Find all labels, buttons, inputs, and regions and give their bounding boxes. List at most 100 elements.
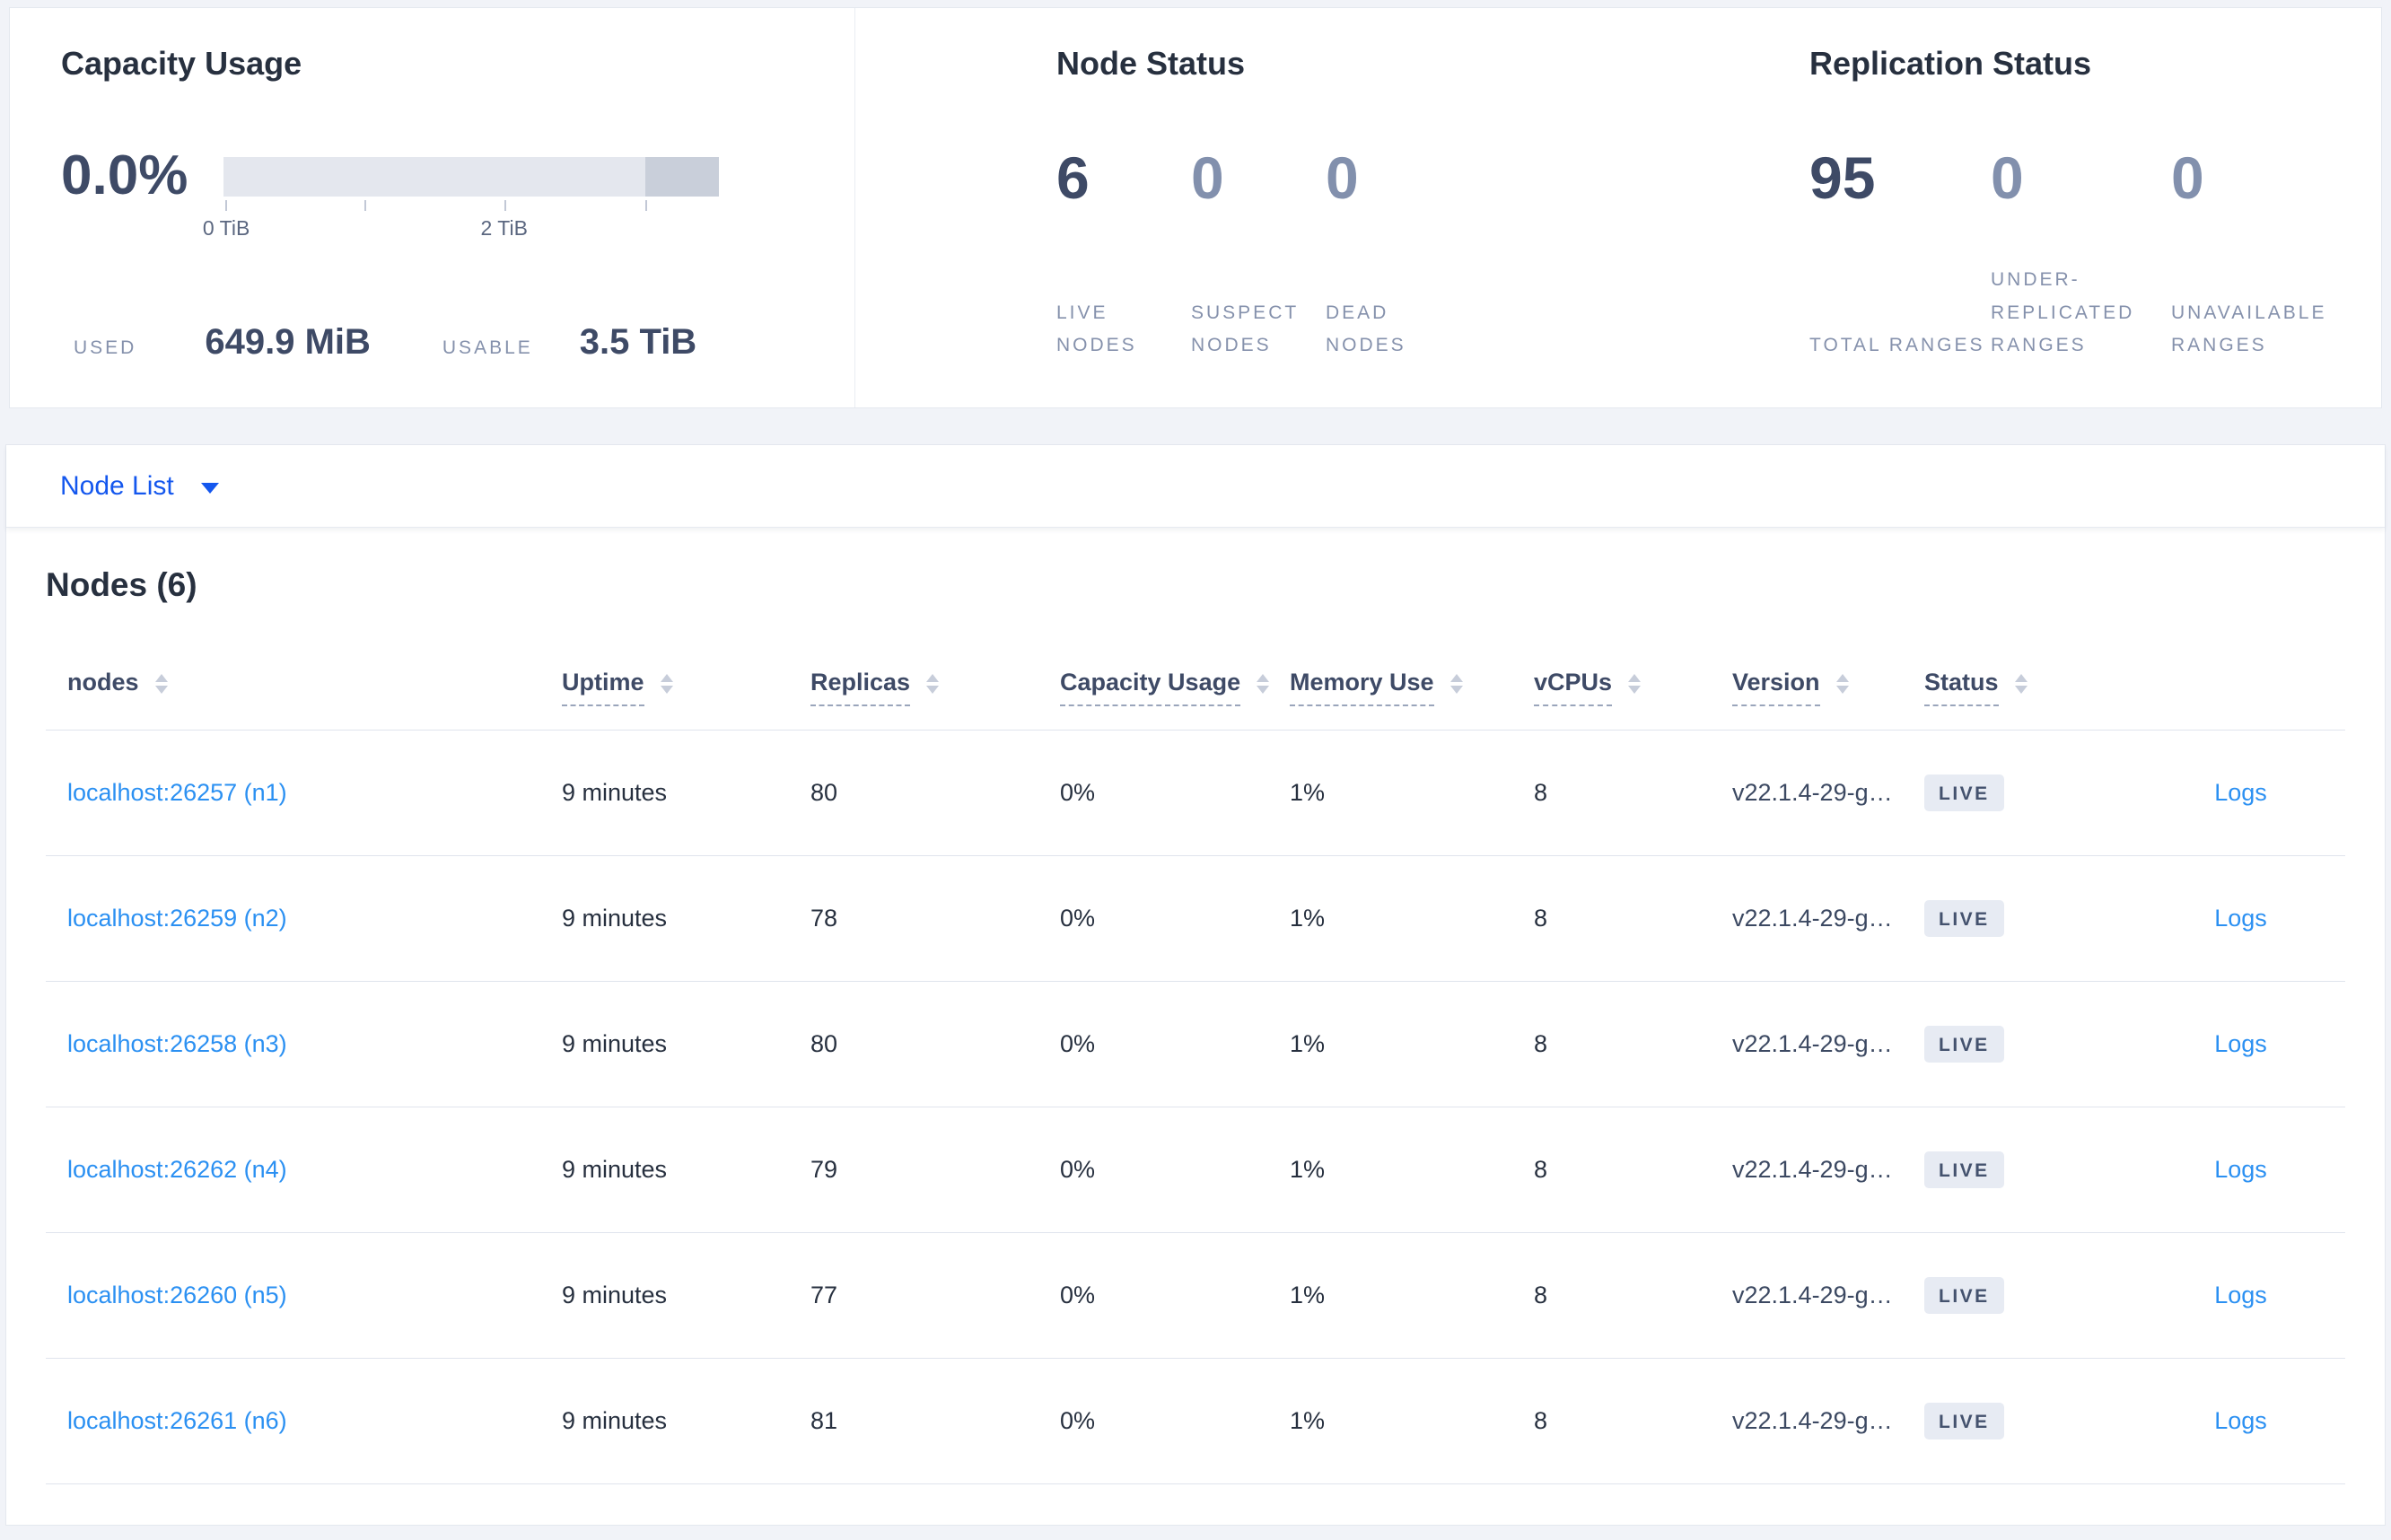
replicas-cell: 79: [810, 1107, 1060, 1233]
suspect-nodes-label: SUSPECT NODES: [1191, 302, 1299, 356]
column-header-status[interactable]: Status: [1924, 637, 2136, 731]
capacity-bar-reserved-segment: [644, 157, 720, 197]
version-cell: v22.1.4-29-g…: [1732, 1232, 1924, 1359]
vcpus-cell: 8: [1534, 1358, 1732, 1484]
node-link[interactable]: localhost:26257 (n1): [67, 778, 287, 806]
memory-cell: 1%: [1290, 855, 1534, 982]
column-header-vcpus[interactable]: vCPUs: [1534, 637, 1732, 731]
capacity-cell: 0%: [1060, 1232, 1290, 1359]
status-badge: LIVE: [1924, 1402, 2004, 1439]
logs-link[interactable]: Logs: [2214, 1155, 2267, 1183]
used-value: 649.9 MiB: [205, 322, 371, 362]
column-header-uptime[interactable]: Uptime: [562, 637, 810, 731]
sort-icon[interactable]: [154, 674, 168, 694]
node-link[interactable]: localhost:26262 (n4): [67, 1155, 287, 1183]
status-badge: LIVE: [1924, 774, 2004, 811]
live-nodes-label: LIVE NODES: [1056, 302, 1137, 356]
node-status-title: Node Status: [1056, 45, 1246, 82]
logs-link[interactable]: Logs: [2214, 1029, 2267, 1057]
status-badge: LIVE: [1924, 1151, 2004, 1188]
memory-cell: 1%: [1290, 1107, 1534, 1233]
suspect-nodes-value: 0: [1191, 144, 1224, 211]
axis-tick: [644, 200, 647, 211]
logs-link[interactable]: Logs: [2214, 1406, 2267, 1434]
nodes-count-title: Nodes (6): [46, 566, 197, 603]
memory-cell: 1%: [1290, 1232, 1534, 1359]
memory-cell: 1%: [1290, 981, 1534, 1107]
unavailable-ranges-value: 0: [2171, 144, 2204, 211]
status-badge: LIVE: [1924, 899, 2004, 937]
table-row: localhost:26262 (n4) 9 minutes 79 0% 1% …: [46, 1107, 2345, 1233]
under-replicated-ranges-stat: 0 UNDER-REPLICATED RANGES: [1991, 148, 2171, 363]
sort-icon[interactable]: [1449, 674, 1463, 694]
usable-value: 3.5 TiB: [579, 322, 697, 362]
sort-icon[interactable]: [1835, 674, 1849, 694]
capacity-cell: 0%: [1060, 1107, 1290, 1233]
axis-tick: [224, 200, 227, 211]
table-row: localhost:26261 (n6) 9 minutes 81 0% 1% …: [46, 1358, 2345, 1484]
node-list-dropdown[interactable]: Node List: [60, 470, 174, 501]
used-label: USED: [74, 337, 137, 358]
sort-icon[interactable]: [926, 674, 940, 694]
replication-status-title: Replication Status: [1809, 45, 2092, 82]
usable-label: USABLE: [442, 337, 533, 358]
vcpus-cell: 8: [1534, 1107, 1732, 1233]
node-link[interactable]: localhost:26259 (n2): [67, 904, 287, 932]
uptime-cell: 9 minutes: [562, 1107, 810, 1233]
logs-link[interactable]: Logs: [2214, 1281, 2267, 1308]
column-header-capacity-usage[interactable]: Capacity Usage: [1060, 637, 1290, 731]
view-selector-bar: Node List: [6, 445, 2385, 528]
nodes-table: nodes Uptime Replicas Capacity Usage: [46, 637, 2345, 1484]
version-cell: v22.1.4-29-g…: [1732, 730, 1924, 856]
axis-tick-label: 0 TiB: [202, 216, 250, 240]
replicas-cell: 81: [810, 1358, 1060, 1484]
capacity-bar-axis: 0 TiB 2 TiB: [203, 197, 719, 240]
axis-tick-label: 2 TiB: [480, 216, 528, 240]
memory-cell: 1%: [1290, 730, 1534, 856]
column-header-version[interactable]: Version: [1732, 637, 1924, 731]
status-cell: LIVE: [1924, 1107, 2136, 1233]
axis-tick: [504, 200, 506, 211]
logs-link[interactable]: Logs: [2214, 904, 2267, 932]
node-link[interactable]: localhost:26260 (n5): [67, 1281, 287, 1308]
dead-nodes-stat: 0 DEAD NODES: [1326, 148, 1433, 363]
logs-link[interactable]: Logs: [2214, 778, 2267, 806]
axis-tick: [363, 200, 366, 211]
column-header-logs: [2136, 637, 2345, 731]
total-ranges-stat: 95 TOTAL RANGES: [1809, 148, 1991, 363]
suspect-nodes-stat: 0 SUSPECT NODES: [1191, 148, 1326, 363]
replication-status-section: Replication Status 95 TOTAL RANGES 0 UND…: [1791, 8, 2381, 407]
total-ranges-label: TOTAL RANGES: [1809, 335, 1985, 356]
uptime-cell: 9 minutes: [562, 1232, 810, 1359]
sort-icon[interactable]: [660, 674, 673, 694]
node-link[interactable]: localhost:26261 (n6): [67, 1406, 287, 1434]
capacity-usage-bar: 0 TiB 2 TiB: [203, 157, 720, 240]
total-ranges-value: 95: [1809, 144, 1876, 211]
column-header-replicas[interactable]: Replicas: [810, 637, 1060, 731]
sort-icon[interactable]: [1628, 674, 1642, 694]
column-header-nodes[interactable]: nodes: [46, 637, 562, 731]
sort-icon[interactable]: [2014, 674, 2028, 694]
capacity-cell: 0%: [1060, 855, 1290, 982]
status-badge: LIVE: [1924, 1025, 2004, 1063]
table-row: localhost:26260 (n5) 9 minutes 77 0% 1% …: [46, 1232, 2345, 1359]
table-header-row: nodes Uptime Replicas Capacity Usage: [46, 637, 2345, 731]
live-nodes-stat: 6 LIVE NODES: [1056, 148, 1191, 363]
replicas-cell: 77: [810, 1232, 1060, 1359]
sort-icon[interactable]: [1257, 674, 1270, 694]
status-badge: LIVE: [1924, 1276, 2004, 1314]
version-cell: v22.1.4-29-g…: [1732, 1107, 1924, 1233]
chevron-down-icon[interactable]: [200, 482, 219, 494]
version-cell: v22.1.4-29-g…: [1732, 981, 1924, 1107]
table-row: localhost:26257 (n1) 9 minutes 80 0% 1% …: [46, 730, 2345, 856]
node-list-card: Node List Nodes (6) nodes Uptime: [5, 444, 2386, 1526]
uptime-cell: 9 minutes: [562, 730, 810, 856]
dead-nodes-label: DEAD NODES: [1326, 302, 1406, 356]
node-link[interactable]: localhost:26258 (n3): [67, 1029, 287, 1057]
replicas-cell: 80: [810, 981, 1060, 1107]
vcpus-cell: 8: [1534, 981, 1732, 1107]
replicas-cell: 80: [810, 730, 1060, 856]
uptime-cell: 9 minutes: [562, 855, 810, 982]
status-cell: LIVE: [1924, 1358, 2136, 1484]
column-header-memory-use[interactable]: Memory Use: [1290, 637, 1534, 731]
